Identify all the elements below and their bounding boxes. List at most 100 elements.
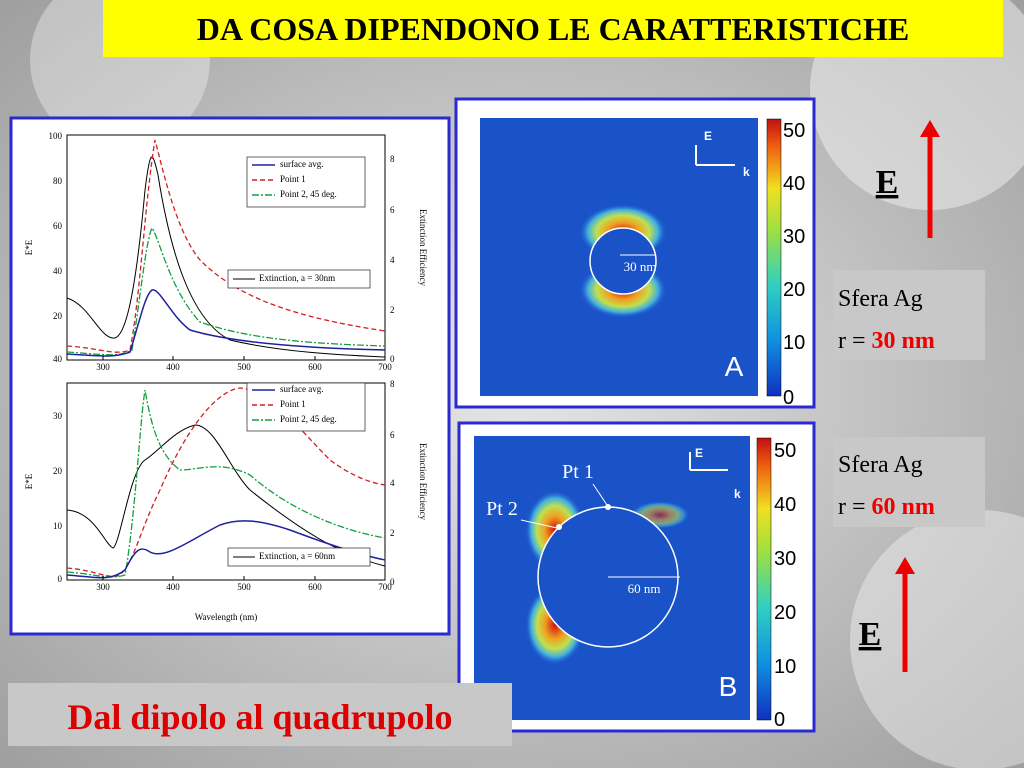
legend-label: surface avg. (280, 159, 323, 169)
panel-label: B (719, 671, 738, 702)
info-line: Sfera Ag (838, 452, 923, 478)
colorbar-label: 20 (774, 602, 796, 624)
plots (66, 134, 386, 581)
curve (66, 139, 386, 353)
bubble (850, 510, 1024, 768)
y-tick-label: 20 (53, 466, 63, 476)
y2-tick-label: 4 (390, 255, 395, 265)
pointer (520, 519, 558, 529)
curve (66, 289, 386, 357)
colorbar-label: 20 (783, 279, 805, 301)
point-marker (605, 504, 611, 510)
curve (66, 424, 386, 567)
axes-frame (66, 382, 386, 581)
colorbar-label: 40 (774, 494, 796, 516)
y-tick-label: 80 (53, 176, 63, 186)
colorbar-label: 0 (774, 709, 785, 731)
radius: 30 nm (872, 328, 935, 354)
x-tick-label: 600 (308, 362, 322, 372)
axis-label: E (704, 129, 712, 143)
x-tick-label: 400 (166, 362, 180, 372)
colorbar-label: 0 (783, 387, 794, 409)
info-prefix: r = (838, 494, 866, 520)
curve (66, 520, 386, 579)
y2-axis-label: Extinction Efficiency (418, 209, 428, 287)
y2-tick-label: 8 (390, 379, 395, 389)
y-axis-label: E*E (24, 473, 34, 489)
point-label: Pt 2 (486, 498, 518, 520)
legend-label: surface avg. (280, 384, 323, 394)
colorbar (766, 118, 782, 397)
axes-frame (66, 134, 386, 361)
colorbar (756, 437, 772, 721)
axis-label: k (743, 165, 750, 179)
field-label: E (859, 616, 882, 653)
colorbar-label: 30 (783, 226, 805, 248)
y2-tick-label: 0 (390, 354, 395, 364)
y-tick-label: 10 (53, 521, 63, 531)
info-prefix: r = (838, 328, 866, 354)
colorbar-label: 10 (774, 656, 796, 678)
x-tick-label: 400 (166, 582, 180, 592)
legend-box (227, 547, 371, 567)
point-label: Pt 1 (562, 461, 594, 483)
scale-label: 30 nm (624, 259, 657, 274)
axis-label: k (734, 487, 741, 501)
x-tick-label: 500 (237, 582, 251, 592)
x-tick-label: 700 (378, 362, 392, 372)
x-tick-label: 300 (96, 582, 110, 592)
scale-label: 60 nm (628, 581, 661, 596)
arrow-head (895, 557, 915, 574)
colorbar-label: 30 (774, 548, 796, 570)
info-line: Sfera Ag (838, 286, 923, 312)
x-tick-label: 500 (237, 362, 251, 372)
title-box (103, 0, 1003, 57)
colorbar-label: 50 (774, 440, 796, 462)
y-tick-label: 100 (49, 131, 63, 141)
arrow-head (920, 120, 940, 137)
y2-tick-label: 2 (390, 528, 395, 538)
y-tick-label: 40 (53, 266, 63, 276)
legend-label: Extinction, a = 60nm (259, 551, 335, 561)
caption-box (8, 683, 512, 746)
info-box (833, 270, 985, 360)
info-line: r = 30 nm (838, 328, 935, 354)
axes-icon (689, 452, 728, 471)
pointer (592, 483, 608, 506)
y2-tick-label: 0 (390, 577, 395, 587)
legend-box (227, 269, 371, 289)
panel-label: A (725, 351, 744, 382)
info-line: r = 60 nm (838, 494, 935, 520)
y2-tick-label: 8 (390, 154, 395, 164)
colorbar-label: 50 (783, 120, 805, 142)
x-axis-label: Wavelength (nm) (195, 612, 258, 622)
axis-label: E (695, 446, 703, 460)
title: DA COSA DIPENDONO LE CARATTERISTICHE (197, 11, 909, 47)
legend-label: Point 2, 45 deg. (280, 414, 337, 424)
y2-tick-label: 2 (390, 305, 395, 315)
y-tick-label: 0 (58, 574, 63, 584)
y-tick-label: 40 (53, 354, 63, 364)
y2-axis-label: Extinction Efficiency (418, 443, 428, 521)
x-tick-label: 300 (96, 362, 110, 372)
legend-label: Point 1 (280, 174, 306, 184)
legend-label: Extinction, a = 30nm (259, 273, 335, 283)
y-tick-label: 60 (53, 221, 63, 231)
x-tick-label: 700 (378, 582, 392, 592)
caption: Dal dipolo al quadrupolo (67, 697, 452, 737)
colorbar-label: 40 (783, 173, 805, 195)
curve (66, 389, 386, 578)
y2-tick-label: 6 (390, 205, 395, 215)
point-marker (556, 524, 562, 530)
axes-icon (695, 145, 735, 166)
colorbar-label: 10 (783, 332, 805, 354)
y2-tick-label: 4 (390, 478, 395, 488)
y-axis-label: E*E (24, 239, 34, 255)
radius: 60 nm (872, 494, 935, 520)
legend-label: Point 2, 45 deg. (280, 189, 337, 199)
curve (66, 156, 386, 358)
legend-box (246, 382, 366, 432)
x-tick-label: 600 (308, 582, 322, 592)
field-label: E (876, 164, 899, 201)
